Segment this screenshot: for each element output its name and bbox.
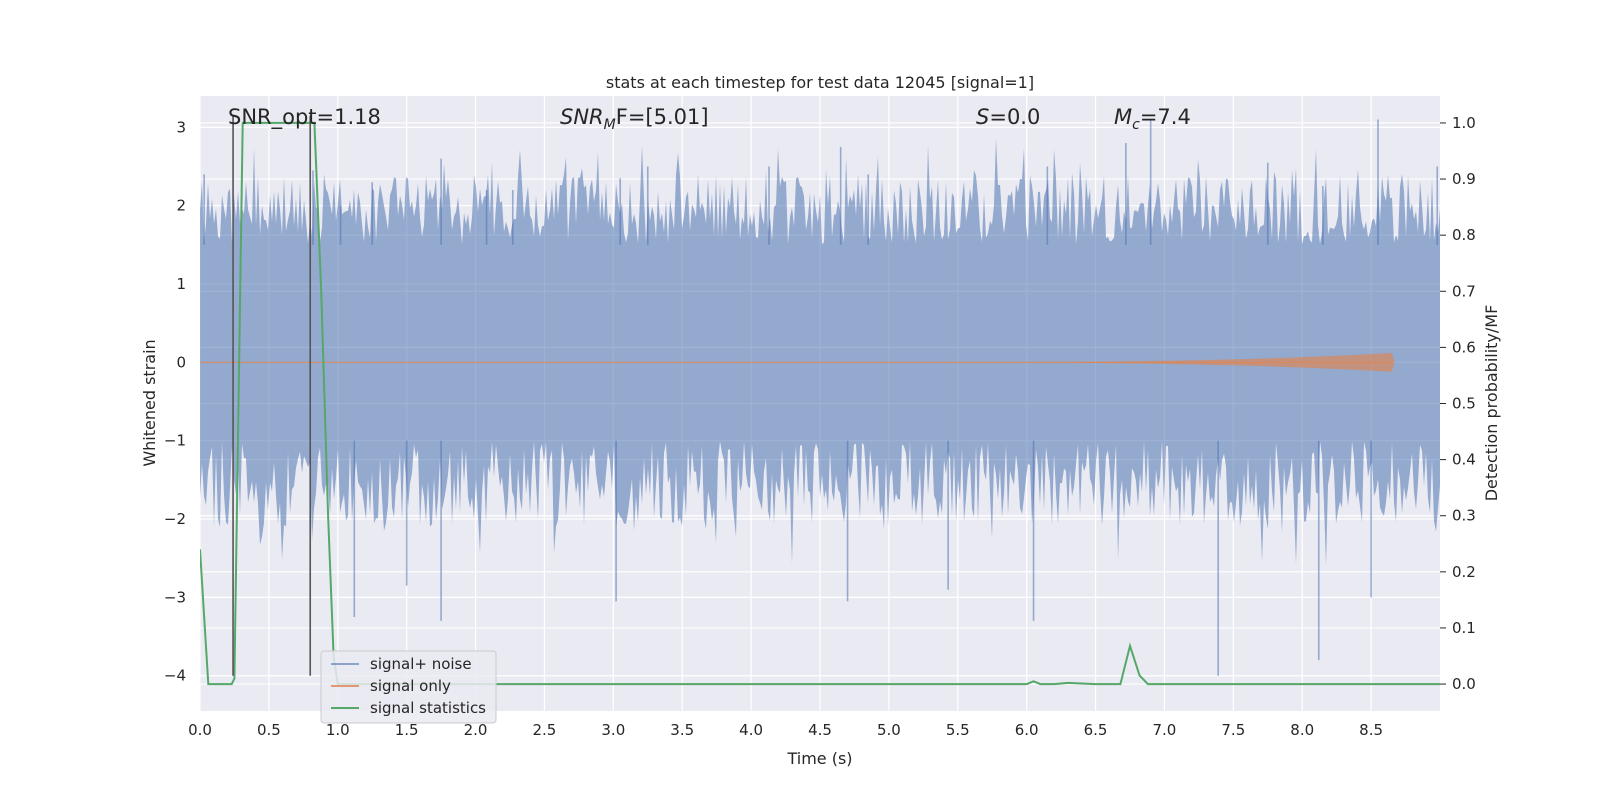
x-tick-label: 7.5 [1221,721,1245,739]
chart-title: stats at each timestep for test data 120… [606,73,1034,92]
legend-label-signal-noise: signal+ noise [370,655,472,673]
y-tick-label: −1 [164,432,186,450]
y-tick-label: −4 [164,667,186,685]
legend: signal+ noise signal only signal statist… [320,650,497,724]
annotation-snr-mf: SNRMF=[5.01] [560,105,709,133]
legend-box [320,650,497,724]
y2-tick-label: 1.0 [1452,114,1476,132]
legend-label-signal-statistics: signal statistics [370,699,486,717]
y2-tick-label: 0.1 [1452,619,1476,637]
x-tick-label: 1.5 [395,721,419,739]
x-axis-label: Time (s) [786,749,852,768]
x-tick-label: 5.5 [946,721,970,739]
y2-tick-label: 0.5 [1452,395,1476,413]
y2-tick-label: 0.0 [1452,675,1476,693]
y-tick-label: 3 [176,118,186,136]
y2-tick-label: 0.7 [1452,282,1476,300]
y-tick-label: 0 [176,353,186,371]
y-axis-label: Whitened strain [140,339,159,466]
x-tick-label: 7.0 [1153,721,1177,739]
y-tick-label: 1 [176,275,186,293]
y2-tick-label: 0.8 [1452,226,1476,244]
x-tick-label: 0.0 [188,721,212,739]
x-tick-label: 3.5 [670,721,694,739]
x-tick-label: 6.0 [1015,721,1039,739]
annotation-snr-opt: SNR_opt=1.18 [228,105,381,130]
signal-noise-spikes [203,119,1439,676]
x-tick-label: 4.0 [739,721,763,739]
y-tick-label: −3 [164,588,186,606]
y2-tick-label: 0.2 [1452,563,1476,581]
x-tick-label: 2.5 [533,721,557,739]
x-tick-label: 5.0 [877,721,901,739]
x-tick-label: 6.5 [1084,721,1108,739]
y2-axis-label: Detection probability/MF [1482,305,1501,502]
x-tick-labels: 0.0 0.5 1.0 1.5 2.0 2.5 3.0 3.5 4.0 4.5 5.0 5.5 6.0 6… [188,721,1383,739]
y2-tick-label: 0.9 [1452,170,1476,188]
y2-tick-label: 0.3 [1452,507,1476,525]
vertical-markers [232,115,312,676]
x-tick-label: 8.0 [1290,721,1314,739]
annotation-s-value: S=0.0 [976,105,1040,129]
x-tick-label: 2.0 [464,721,488,739]
y-tick-labels: −4 −3 −2 −1 0 1 2 3 [164,118,186,684]
x-tick-label: 3.0 [601,721,625,739]
signal-noise-band [200,138,1440,566]
y-tick-label: −2 [164,510,186,528]
y-tick-label: 2 [176,197,186,215]
annotation-mc-value: Mc=7.4 [1114,105,1191,133]
x-tick-label: 0.5 [257,721,281,739]
y2-tick-label: 0.4 [1452,451,1476,469]
x-tick-label: 4.5 [808,721,832,739]
y2-tick-label: 0.6 [1452,338,1476,356]
legend-label-signal-only: signal only [370,677,451,695]
x-tick-label: 1.0 [326,721,350,739]
y2-tick-labels: 0.0 0.1 0.2 0.3 0.4 0.5 0.6 0.7 0.8 0.9 1.0 [1440,114,1476,693]
signal-statistics-line [200,121,1440,686]
x-tick-label: 8.5 [1359,721,1383,739]
